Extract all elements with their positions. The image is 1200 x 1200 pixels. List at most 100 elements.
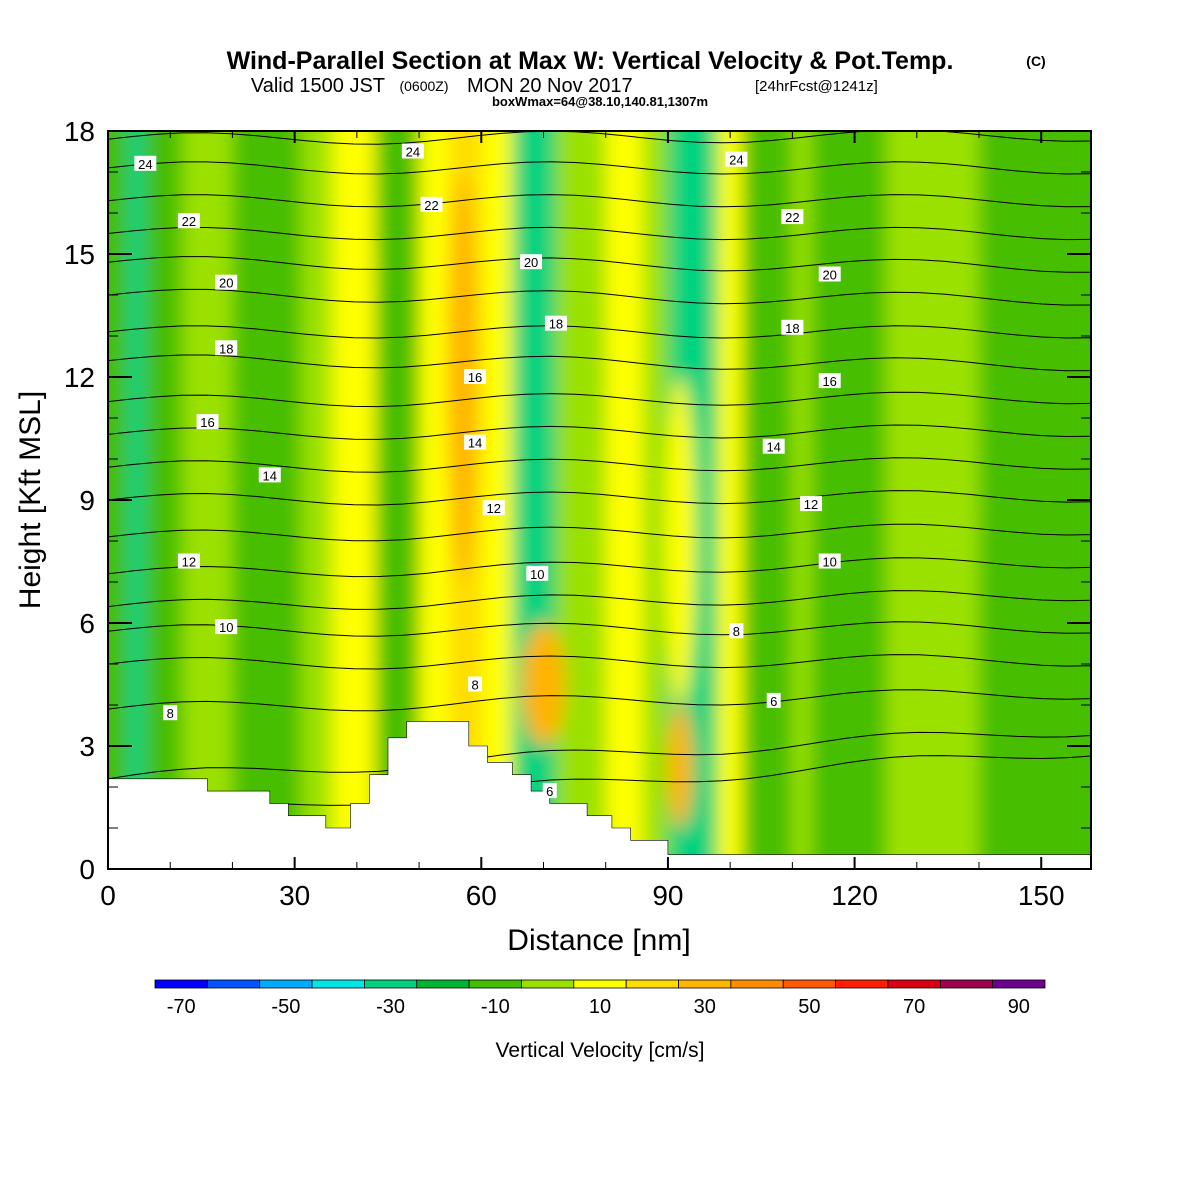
contour-label-box — [526, 565, 549, 581]
x-tick-label: 30 — [279, 880, 310, 911]
contour-label: 22 — [424, 198, 438, 213]
contour-label-box — [215, 619, 238, 635]
contour-label: 22 — [785, 210, 799, 225]
w-band — [300, 131, 332, 869]
contour-label-box — [215, 274, 238, 290]
contour-label: 18 — [549, 317, 563, 332]
colorbar-tick-label: -30 — [376, 996, 405, 1018]
colorbar-tick-label: 70 — [903, 996, 925, 1018]
colorbar-label: Vertical Velocity [cm/s] — [496, 1039, 705, 1062]
chart-title: Wind-Parallel Section at Max W: Vertical… — [227, 47, 954, 75]
contour-label-box — [464, 369, 487, 384]
contour-label-box — [401, 143, 424, 159]
w-feature — [667, 705, 693, 828]
contour-label: 16 — [468, 370, 482, 385]
y-tick-label: 0 — [79, 854, 95, 885]
isentrope-line — [108, 161, 1091, 175]
w-band — [331, 131, 376, 869]
contour-label-box — [762, 438, 785, 454]
colorbar-tick-label: 30 — [694, 996, 716, 1018]
isentrope-line — [108, 424, 1091, 440]
w-band — [605, 131, 644, 869]
contour-label-box — [729, 623, 744, 639]
colorbar-swatch — [364, 979, 418, 989]
contour-label: 8 — [471, 678, 478, 693]
isentrope-line — [108, 490, 1091, 506]
contour-label: 24 — [406, 145, 420, 160]
colorbar-swatch — [206, 979, 261, 989]
contour-label-box — [544, 315, 567, 331]
contour-label: 16 — [822, 374, 836, 389]
y-tick-label: 6 — [79, 608, 95, 639]
x-axis: 0 30 60 90 120 150 — [100, 131, 1065, 911]
colorbar-swatch — [835, 979, 889, 989]
x-axis-label: Distance [nm] — [507, 924, 690, 957]
contour-label: 12 — [182, 555, 196, 570]
isentrope-line — [108, 194, 1091, 208]
contour-label: 12 — [486, 501, 500, 516]
isentrope-line — [108, 226, 1091, 241]
colorbar-tick-label: 90 — [1008, 996, 1030, 1018]
contour-label: 8 — [733, 624, 740, 639]
contour-label: 6 — [546, 784, 553, 799]
colorbar-tick-label: -50 — [271, 996, 300, 1018]
contour-labels: 24 24 24 22 22 22 20 20 20 18 18 18 16 16 16 14 14 14 12 12… — [134, 143, 841, 799]
isentrope-line — [108, 354, 1091, 372]
colorbar-swatch — [992, 979, 1046, 989]
valid-prefix: Valid 1500 JST — [251, 75, 385, 97]
x-tick-label: 150 — [1018, 880, 1065, 911]
isentrope-line — [108, 391, 1091, 408]
y-tick-label: 3 — [79, 731, 95, 762]
contour-label-box — [215, 340, 238, 356]
contour-label-box — [177, 553, 200, 569]
isentrope-line — [108, 731, 1091, 780]
terrain-layer — [108, 721, 1091, 869]
isentrope-line — [108, 590, 1091, 610]
colorbar-swatch — [154, 979, 208, 989]
colorbar-swatch — [416, 979, 470, 989]
y-axis-label: Height [Kft MSL] — [14, 391, 47, 609]
contour-label-box — [781, 319, 804, 335]
w-band — [182, 131, 233, 869]
contour-label: 18 — [219, 341, 233, 356]
contour-label-box — [766, 692, 781, 708]
isentrope-line — [108, 557, 1091, 578]
contour-label: 12 — [804, 497, 818, 512]
colorbar-swatch — [259, 979, 313, 989]
isentrope-line — [108, 325, 1091, 339]
w-feature — [664, 377, 696, 705]
isentrope-line — [108, 256, 1091, 273]
vertical-velocity-field — [108, 131, 1091, 869]
contour-label-box — [818, 266, 841, 282]
isentrope-line — [108, 689, 1091, 712]
w-band — [512, 131, 556, 869]
w-band — [717, 131, 743, 869]
contour-label-box — [800, 496, 823, 512]
contour-label-box — [781, 209, 804, 225]
isentrope-line — [108, 654, 1091, 670]
w-band — [126, 131, 146, 869]
y-tick-label: 18 — [64, 116, 95, 147]
isentrope-line — [108, 621, 1091, 637]
contour-label: 10 — [219, 620, 233, 635]
terrain — [108, 721, 1091, 869]
plot-area: 24 24 24 22 22 22 20 20 20 18 18 18 16 16 16 14 14 14 12 12… — [108, 131, 1091, 869]
x-tick-label: 60 — [466, 880, 497, 911]
colorbar-swatch — [311, 979, 365, 989]
contour-label: 18 — [785, 321, 799, 336]
w-feature — [521, 623, 566, 746]
w-band — [555, 131, 606, 869]
x-tick-label: 120 — [831, 880, 878, 911]
contour-label: 8 — [167, 706, 174, 721]
x-tick-label: 90 — [652, 880, 683, 911]
colorbar: -70 -50 -30 -10 10 30 50 70 90 — [154, 979, 1046, 1018]
contour-label-box — [134, 155, 157, 171]
contour-label: 20 — [524, 255, 538, 270]
contour-label-box — [725, 151, 748, 167]
contour-label: 20 — [822, 268, 836, 283]
colorbar-tick-label: 10 — [589, 996, 611, 1018]
contour-label-box — [258, 467, 281, 483]
contour-label-box — [468, 676, 483, 692]
colorbar-swatch — [939, 979, 994, 989]
